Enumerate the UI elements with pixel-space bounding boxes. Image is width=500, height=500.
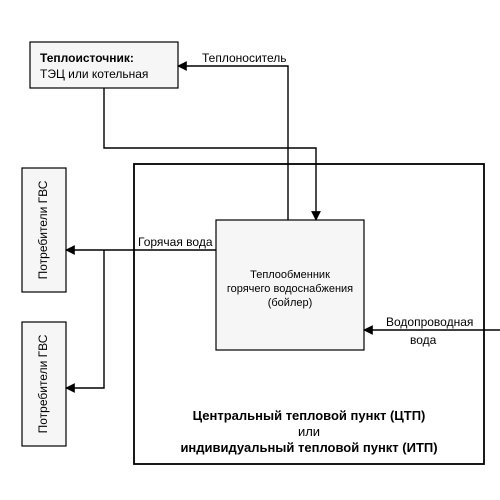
- edge-cold-water-label1: Водопроводная: [386, 315, 473, 329]
- edge-heat-to-source: [178, 66, 288, 220]
- heating-diagram: Теплоисточник: ТЭЦ или котельная Теплооб…: [0, 0, 500, 500]
- substation-caption-1: Центральный тепловой пункт (ЦТП): [193, 408, 426, 423]
- substation-caption-2: или: [298, 424, 320, 439]
- edge-hotwater-label: Горячая вода: [138, 235, 213, 249]
- heat-source-title: Теплоисточник:: [40, 51, 134, 65]
- consumer-top-label: Потребители ГВС: [36, 180, 50, 279]
- boiler-line2: горячего водоснабжения: [227, 283, 353, 295]
- heat-source-subtitle: ТЭЦ или котельная: [40, 67, 148, 81]
- substation-caption-3: индивидуальный тепловой пункт (ИТП): [180, 440, 437, 455]
- consumer-top-box: Потребители ГВС: [22, 168, 66, 292]
- edge-heat-label: Теплоноситель: [202, 51, 287, 65]
- heat-source-box: Теплоисточник: ТЭЦ или котельная: [30, 42, 178, 88]
- boiler-box: Теплообменник горячего водоснабжения (бо…: [216, 220, 364, 350]
- boiler-line1: Теплообменник: [250, 269, 330, 281]
- edge-cold-water-label2: вода: [410, 333, 437, 347]
- boiler-line3: (бойлер): [268, 297, 313, 309]
- consumer-bottom-label: Потребители ГВС: [36, 334, 50, 433]
- edge-hotwater-to-bottom: [66, 250, 104, 388]
- consumer-bottom-box: Потребители ГВС: [22, 322, 66, 446]
- edge-source-return: [104, 88, 316, 220]
